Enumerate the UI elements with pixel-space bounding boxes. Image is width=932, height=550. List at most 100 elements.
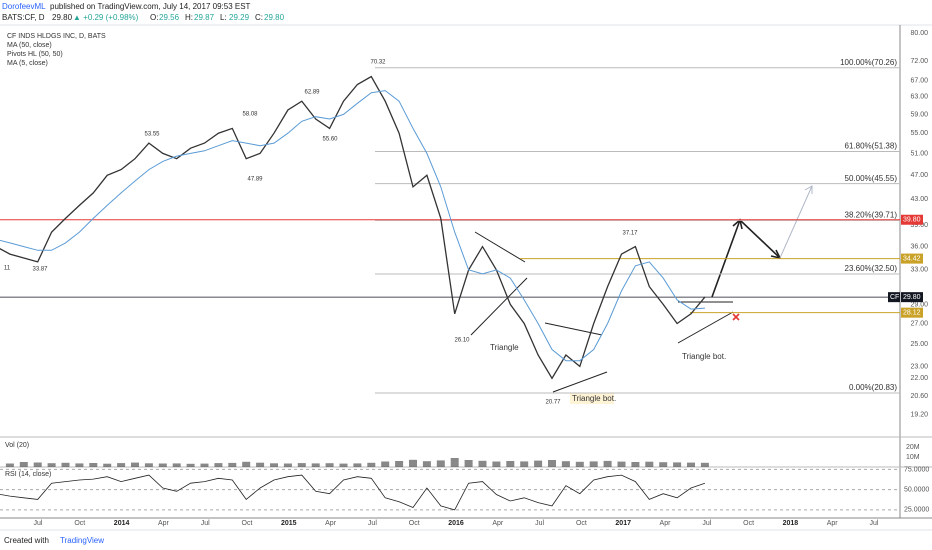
volume-bar — [325, 463, 334, 467]
volume-bar — [47, 463, 56, 467]
arrow-head — [804, 185, 813, 194]
volume-bar — [158, 463, 167, 467]
pivot-label: 55.60 — [322, 137, 338, 143]
volume-bar — [367, 462, 376, 467]
y-tick-label: 67.00 — [910, 77, 928, 84]
quote-value: 29.29 — [229, 13, 250, 22]
rsi-line — [0, 474, 706, 511]
volume-bar — [506, 461, 515, 467]
volume-bar — [283, 463, 292, 467]
y-tick-label: 19.20 — [910, 412, 928, 419]
fib-label: 23.60%(32.50) — [845, 264, 898, 273]
x-tick-label: 2015 — [281, 520, 297, 527]
fib-label: 100.00%(70.26) — [840, 58, 897, 67]
y-tick-label: 23.00 — [910, 363, 928, 370]
legend-entry: CF INDS HLDGS INC, D, BATS — [7, 33, 106, 40]
stop-mark — [732, 313, 740, 321]
volume-bar — [19, 462, 28, 467]
y-tick-label: 43.00 — [910, 196, 928, 203]
legend-entry: Pivots HL (50, 50) — [7, 51, 63, 58]
price-tag — [901, 292, 923, 303]
volume-bar — [589, 461, 598, 467]
x-tick-label: 2014 — [114, 520, 130, 527]
x-tick-label: Jul — [535, 520, 544, 527]
author[interactable]: DorofeevML — [2, 2, 46, 11]
volume-bar — [61, 462, 70, 467]
price-tag — [901, 253, 923, 264]
annotation: Triangle bot. — [572, 394, 616, 403]
price-tag — [901, 214, 923, 225]
change: ▲ +0.29 (+0.98%) — [73, 13, 139, 22]
price-tag-label: 34.42 — [903, 255, 921, 262]
y-tick-label: 20.60 — [910, 393, 928, 400]
pivot-label: 47.89 — [247, 177, 263, 183]
volume-bar — [103, 463, 112, 467]
volume-bar — [353, 463, 362, 467]
volume-bar — [144, 463, 153, 467]
volume-bar — [89, 463, 98, 467]
volume-bar — [520, 461, 529, 467]
x-tick-label: Jul — [702, 520, 711, 527]
volume-bar — [186, 463, 195, 467]
x-tick-label: Apr — [325, 520, 337, 527]
x-tick-label: Oct — [576, 520, 587, 527]
price-tag-label: 39.80 — [903, 217, 921, 224]
y-tick-label: 59.00 — [910, 111, 928, 118]
x-tick-label: Jul — [870, 520, 879, 527]
legend-entry: MA (50, close) — [7, 42, 52, 49]
volume-bar — [270, 463, 278, 467]
volume-bar — [631, 462, 640, 467]
annotation: Triangle — [490, 343, 519, 352]
x-tick-label: Jul — [34, 520, 43, 527]
volume-bar — [548, 460, 556, 467]
volume-bar — [659, 462, 668, 467]
y-tick-label: 20M — [906, 444, 920, 451]
volume-bar — [673, 462, 682, 467]
symbol: BATS:CF, D — [2, 13, 45, 22]
y-tick-label: 72.00 — [910, 58, 928, 65]
volume-bar — [534, 460, 543, 467]
label-box — [570, 393, 614, 404]
trendline — [474, 231, 526, 263]
legend-entry: MA (5, close) — [7, 60, 48, 67]
quote-value: 29.80 — [264, 13, 285, 22]
last-price: 29.80 — [52, 13, 73, 22]
volume-bar — [687, 462, 695, 467]
price-tag-label: 28.12 — [903, 310, 921, 317]
y-tick-label: 25.00 — [910, 341, 928, 348]
volume-bar — [464, 460, 473, 467]
volume-bar — [575, 461, 584, 467]
y-tick-label: 50.0000 — [904, 487, 929, 494]
x-tick-label: Oct — [743, 520, 754, 527]
quote-label: H: — [185, 13, 193, 22]
volume-bar — [214, 463, 223, 467]
volume-bar — [409, 459, 417, 467]
footer-brand[interactable]: TradingView — [60, 536, 104, 545]
footer-created: Created with — [4, 536, 49, 545]
volume-bar — [200, 463, 209, 467]
forecast-arrow — [779, 185, 813, 259]
trendline — [544, 322, 603, 336]
y-tick-label: 51.00 — [910, 150, 928, 157]
trendline — [470, 277, 528, 336]
pivot-label: 62.89 — [304, 90, 320, 96]
x-tick-label: Jul — [368, 520, 377, 527]
volume-bar — [381, 461, 390, 467]
y-tick-label: 29.00 — [910, 301, 928, 308]
volume-bar — [617, 461, 626, 467]
volume-bar — [395, 461, 404, 467]
fib-label: 61.80%(51.38) — [845, 142, 898, 151]
volume-bar — [5, 463, 14, 467]
pivot-label: 11 — [4, 266, 11, 272]
fib-label: 38.20%(39.71) — [845, 210, 898, 219]
volume-bar — [33, 462, 42, 467]
pivot-label: 26.10 — [454, 338, 470, 344]
y-tick-label: 22.00 — [910, 375, 928, 382]
volume-bar — [172, 463, 181, 467]
quote-label: L: — [220, 13, 227, 22]
x-tick-label: Apr — [827, 520, 839, 527]
x-tick-label: Oct — [242, 520, 253, 527]
volume-bar — [478, 460, 487, 467]
